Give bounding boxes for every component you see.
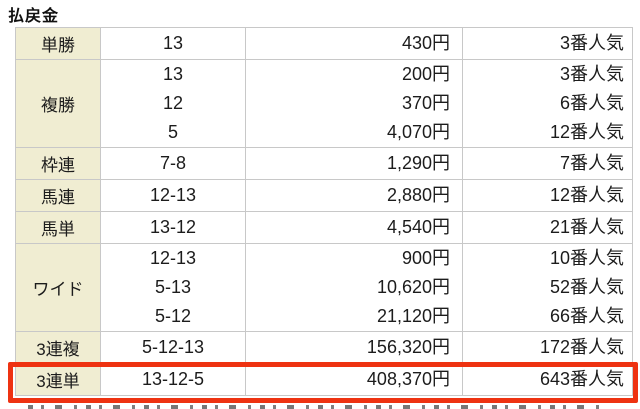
popularity-cell: 3番人気 [462, 28, 632, 59]
popularity-value: 643番人気 [539, 369, 624, 389]
payout-cell: 2,880円 [245, 180, 462, 211]
combination-value: 12-13 [149, 248, 197, 268]
combination-value: 12-13 [149, 185, 197, 205]
combination-value: 5-13 [154, 277, 192, 297]
popularity-value: 3番人気 [559, 64, 624, 84]
combination-value: 13-12-5 [141, 369, 205, 389]
bet-type-label: 3連複 [16, 332, 100, 363]
combination-value: 5-12 [154, 306, 192, 326]
combination-value: 13 [162, 64, 184, 84]
payout-cell: 156,320円 [245, 332, 462, 363]
combination-value: 12 [162, 93, 184, 113]
bet-type-label: 複勝 [16, 60, 100, 147]
payout-value: 900円 [401, 248, 450, 268]
payout-value: 156,320円 [366, 337, 450, 357]
popularity-cell: 21番人気 [462, 212, 632, 243]
popularity-value: 12番人気 [549, 185, 624, 205]
popularity-value: 7番人気 [559, 153, 624, 173]
payout-value: 4,070円 [386, 122, 450, 142]
bet-type-label: 単勝 [16, 28, 100, 59]
payout-cell: 900円 10,620円 21,120円 [245, 244, 462, 331]
popularity-value: 12番人気 [549, 122, 624, 142]
combination-cell: 13-12 [100, 212, 245, 243]
payout-value: 370円 [401, 93, 450, 113]
combination-cell: 13 12 5 [100, 60, 245, 147]
table-row-highlighted: 3連単 13-12-5 408,370円 643番人気 [16, 363, 632, 395]
payout-value: 430円 [401, 33, 450, 53]
bet-type-label: ワイド [16, 244, 100, 331]
combination-value: 13-12 [149, 217, 197, 237]
popularity-value: 6番人気 [559, 93, 624, 113]
combination-cell: 13 [100, 28, 245, 59]
popularity-value: 3番人気 [559, 33, 624, 53]
combination-cell: 12-13 [100, 180, 245, 211]
table-row: ワイド 12-13 5-13 5-12 900円 10,620円 21,120円 10番人気 5… [16, 243, 632, 331]
popularity-cell: 7番人気 [462, 148, 632, 179]
table-row: 枠連 7-8 1,290円 7番人気 [16, 147, 632, 179]
combination-value: 5 [167, 122, 178, 142]
combination-cell: 5-12-13 [100, 332, 245, 363]
table-row: 馬連 12-13 2,880円 12番人気 [16, 179, 632, 211]
payout-value: 408,370円 [366, 369, 450, 389]
payout-value: 10,620円 [376, 277, 450, 297]
bet-type-label: 3連単 [16, 364, 100, 395]
bet-type-label: 馬単 [16, 212, 100, 243]
popularity-cell: 643番人気 [462, 364, 632, 395]
payout-cell: 408,370円 [245, 364, 462, 395]
popularity-cell: 12番人気 [462, 180, 632, 211]
payout-value: 1,290円 [386, 153, 450, 173]
popularity-cell: 172番人気 [462, 332, 632, 363]
table-row: 馬単 13-12 4,540円 21番人気 [16, 211, 632, 243]
table-row: 単勝 13 430円 3番人気 [16, 28, 632, 59]
combination-value: 13 [162, 33, 184, 53]
table-row: 3連複 5-12-13 156,320円 172番人気 [16, 331, 632, 363]
combination-cell: 13-12-5 [100, 364, 245, 395]
payout-table: 単勝 13 430円 3番人気 複勝 13 12 5 200円 370円 4,070円 3番人気 6番人… [15, 27, 633, 396]
combination-cell: 12-13 5-13 5-12 [100, 244, 245, 331]
bet-type-label: 馬連 [16, 180, 100, 211]
payout-cell: 430円 [245, 28, 462, 59]
bet-type-label: 枠連 [16, 148, 100, 179]
payout-cell: 1,290円 [245, 148, 462, 179]
payout-value: 2,880円 [386, 185, 450, 205]
popularity-value: 10番人気 [549, 248, 624, 268]
combination-value: 5-12-13 [141, 337, 205, 357]
payout-cell: 200円 370円 4,070円 [245, 60, 462, 147]
popularity-value: 66番人気 [549, 306, 624, 326]
popularity-cell: 10番人気 52番人気 66番人気 [462, 244, 632, 331]
payout-cell: 4,540円 [245, 212, 462, 243]
payout-value: 200円 [401, 64, 450, 84]
popularity-value: 52番人気 [549, 277, 624, 297]
clipped-text-row [28, 405, 608, 409]
combination-value: 7-8 [159, 153, 186, 173]
combination-cell: 7-8 [100, 148, 245, 179]
payout-value: 21,120円 [376, 306, 450, 326]
popularity-value: 21番人気 [549, 217, 624, 237]
payout-value: 4,540円 [386, 217, 450, 237]
page-title: 払戻金 [8, 8, 60, 25]
table-row: 複勝 13 12 5 200円 370円 4,070円 3番人気 6番人気 12番人気 [16, 59, 632, 147]
popularity-value: 172番人気 [539, 337, 624, 357]
popularity-cell: 3番人気 6番人気 12番人気 [462, 60, 632, 147]
